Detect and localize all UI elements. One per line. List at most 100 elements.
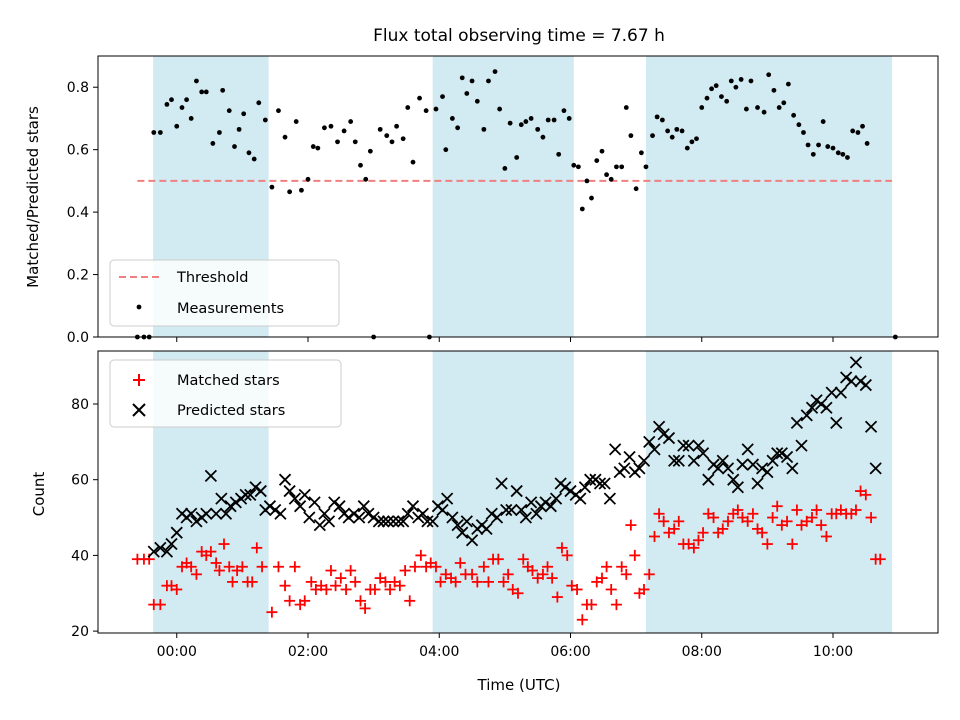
observing-window-3: [645, 351, 893, 633]
measurement-point: [203, 89, 209, 95]
top-x-ticks: [176, 337, 834, 342]
measurement-point: [643, 164, 649, 170]
predicted-star-point: [633, 462, 646, 475]
predicted-star-point: [362, 507, 375, 520]
measurement-point: [738, 77, 744, 82]
predicted-star-stroke-b: [416, 507, 429, 520]
predicted-star-point: [288, 492, 302, 505]
measurement-point: [540, 134, 546, 140]
y-tick-label: 0.6: [67, 143, 89, 159]
measurement-point: [293, 119, 299, 124]
predicted-star-stroke-b: [741, 443, 754, 456]
matched-star-point: [638, 583, 650, 595]
matched-star-point: [649, 530, 660, 542]
predicted-star-point: [731, 481, 744, 494]
predicted-star-stroke-b: [746, 458, 760, 471]
predicted-star-point: [549, 492, 563, 505]
measurement-point: [771, 87, 777, 93]
measurement-point: [679, 128, 685, 134]
matched-star-point: [349, 576, 361, 588]
bottom-observing-windows: [153, 351, 893, 633]
matched-star-point: [596, 572, 608, 584]
predicted-star-stroke-b: [712, 462, 725, 475]
predicted-star-stroke-b: [342, 511, 355, 524]
predicted-star-point: [786, 462, 799, 475]
predicted-star-stroke-b: [637, 454, 651, 467]
matched-star-point: [791, 504, 803, 516]
predicted-star-point: [401, 507, 414, 520]
matched-star-point: [767, 512, 779, 524]
predicted-star-point: [859, 378, 872, 392]
matched-star-point: [502, 568, 514, 580]
predicted-star-stroke-b: [200, 507, 213, 520]
matched-star-point: [218, 538, 230, 550]
predicted-star-stroke-b: [696, 447, 710, 460]
predicted-star-point: [372, 515, 386, 528]
predicted-star-point: [451, 518, 464, 532]
predicted-star-stroke-b: [397, 515, 410, 528]
predicted-star-stroke-b: [288, 492, 302, 505]
measurement-point: [623, 105, 629, 110]
measurement-point: [820, 119, 826, 124]
matched-star-point: [610, 599, 622, 611]
matched-star-point: [616, 561, 628, 573]
matched-star-point: [251, 542, 263, 554]
measurement-point: [781, 100, 787, 106]
matched-star-point: [227, 576, 239, 588]
predicted-star-stroke-b: [254, 484, 267, 498]
measurement-point: [709, 86, 714, 92]
measurement-point: [310, 144, 316, 149]
predicted-star-point: [377, 515, 390, 528]
predicted-star-point: [397, 515, 410, 528]
measurement-point: [514, 155, 520, 160]
matched-star-point: [478, 561, 490, 573]
measurement-point: [348, 119, 354, 124]
predicted-star-stroke-b: [485, 507, 498, 520]
measurement-point: [226, 108, 232, 114]
measurement-point: [545, 117, 551, 123]
bottom-axes-frame: [97, 350, 939, 634]
matched-star-point: [471, 576, 483, 588]
measurement-point: [423, 108, 429, 114]
matched-star-point: [305, 576, 317, 588]
measurement-point: [405, 105, 411, 110]
predicted-star-stroke-b: [727, 473, 740, 486]
predicted-star-point: [618, 462, 631, 475]
predicted-star-stroke-b: [795, 439, 808, 452]
matched-star-point: [345, 565, 357, 577]
measurement-point: [507, 120, 513, 126]
y-tick-label: 0.8: [67, 80, 89, 96]
predicted-star-point: [598, 477, 611, 490]
predicted-star-stroke-b: [269, 503, 282, 517]
predicted-star-point: [209, 507, 223, 520]
measurements-layer: [134, 69, 898, 340]
predicted-star-stroke-b: [372, 515, 386, 528]
ratio-subplot: 0.0 0.2 0.4 0.6 0.8 Flux total observing tim…: [24, 26, 939, 346]
measurement-point: [394, 123, 399, 129]
predicted-star-stroke-b: [377, 515, 390, 528]
observing-window-3: [645, 56, 893, 337]
matched-star-point: [697, 527, 709, 539]
predicted-star-stroke-b: [219, 507, 233, 520]
measurement-point: [232, 144, 237, 149]
measurement-point: [830, 145, 836, 151]
measurement-point: [305, 176, 311, 182]
measurement-point: [864, 141, 870, 146]
predicted-star-stroke-b: [608, 443, 622, 456]
matched-star-point: [605, 583, 617, 595]
x-tick-label: 06:00: [550, 644, 590, 660]
predicted-star-point: [864, 420, 878, 433]
matched-star-point: [732, 504, 744, 516]
predicted-star-point: [849, 356, 863, 369]
predicted-star-point: [519, 511, 533, 524]
measurement-point: [633, 186, 639, 192]
predicted-star-point: [426, 515, 439, 528]
predicted-star-stroke-b: [578, 481, 592, 494]
predicted-star-stroke-b: [303, 511, 316, 524]
top-observing-windows: [153, 56, 893, 337]
predicted-star-stroke-b: [318, 507, 331, 520]
measurement-point: [169, 97, 174, 103]
predicted-star-point: [367, 511, 380, 524]
predicted-star-point: [436, 503, 449, 517]
